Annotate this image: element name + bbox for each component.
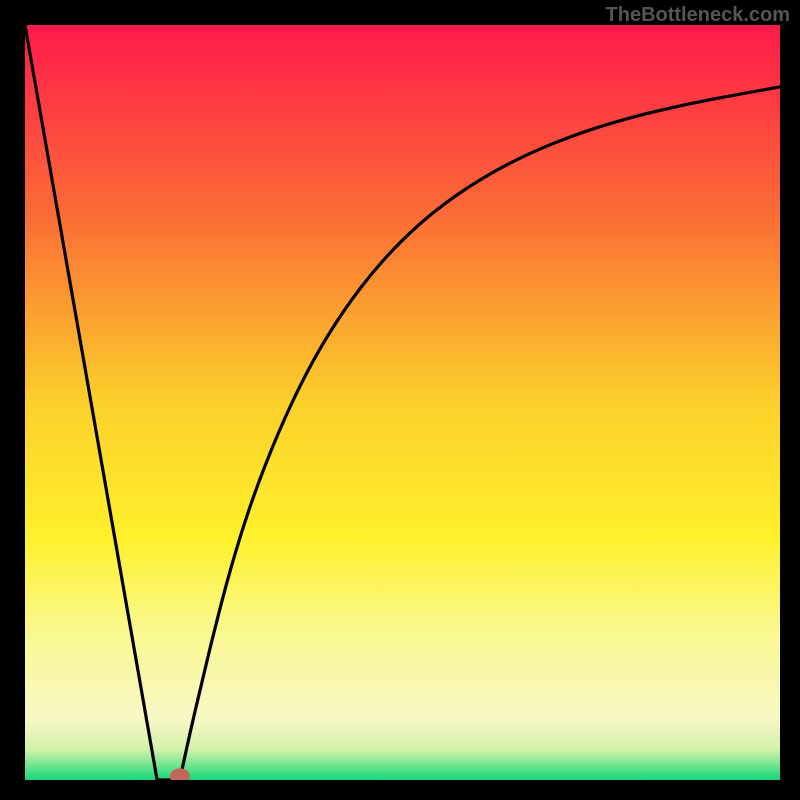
watermark-text: TheBottleneck.com xyxy=(606,4,790,27)
minimum-marker xyxy=(170,768,190,784)
bottleneck-curve-chart xyxy=(0,0,800,800)
chart-container: TheBottleneck.com xyxy=(0,0,800,800)
